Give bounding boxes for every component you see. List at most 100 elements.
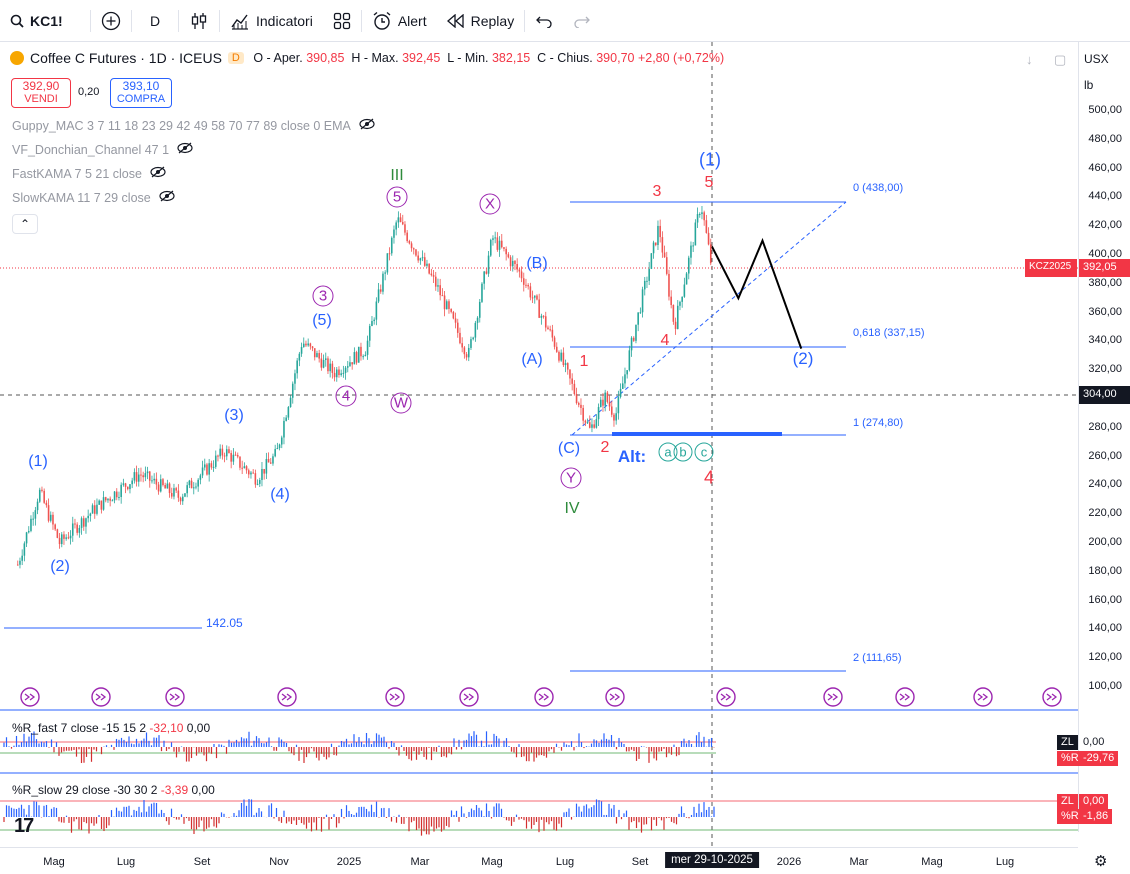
chart-type-button[interactable]: [179, 0, 219, 42]
open-value: 390,85: [306, 51, 345, 65]
sub1-r-tag: %R: [1057, 751, 1083, 766]
unit-selector[interactable]: lb: [1084, 78, 1094, 92]
undo-button[interactable]: [525, 0, 563, 42]
candle-body: [432, 275, 435, 277]
candle-body: [263, 468, 265, 474]
indicator-guppy[interactable]: Guppy_MAC 3 7 11 18 23 29 42 49 58 70 77…: [12, 118, 375, 133]
interval-button[interactable]: D: [132, 0, 178, 42]
candles-group: [16, 206, 712, 569]
candle-body: [696, 214, 699, 223]
redo-button[interactable]: [563, 0, 601, 42]
alt-label[interactable]: Alt:: [617, 447, 647, 466]
sell-button[interactable]: 392,90 VENDI: [11, 78, 71, 108]
wave-label[interactable]: 4: [660, 332, 670, 349]
candle-body: [23, 543, 26, 556]
chart-canvas[interactable]: [0, 42, 1078, 847]
candle-body: [54, 524, 56, 530]
wave-label[interactable]: (4): [270, 486, 290, 503]
wave-label[interactable]: (1): [28, 453, 48, 470]
candle-body: [199, 475, 202, 480]
wave-label[interactable]: (2): [50, 558, 70, 575]
collapse-legend-button[interactable]: ⌃: [12, 214, 38, 234]
symbol-tag: KCZ2025: [1025, 259, 1077, 277]
chart-area[interactable]: Coffee C Futures · 1D · ICEUS D O - Aper…: [0, 42, 1130, 874]
wave-circle-label[interactable]: c: [694, 442, 714, 462]
wave-label[interactable]: 4: [703, 467, 715, 488]
fib-label: 0 (438,00): [853, 182, 904, 194]
replay-button[interactable]: Replay: [437, 0, 525, 42]
wave-circle-label[interactable]: Y: [560, 467, 582, 489]
compare-button[interactable]: [91, 0, 131, 42]
wave-circle-label[interactable]: 3: [312, 285, 334, 307]
indicators-button[interactable]: Indicatori: [220, 0, 323, 42]
wave-label[interactable]: 2: [600, 439, 610, 456]
arrow-down-icon[interactable]: ↓: [1026, 52, 1033, 67]
candle-body: [360, 346, 362, 357]
candle-body: [630, 337, 633, 351]
indicator-donchian[interactable]: VF_Donchian_Channel 47 1: [12, 142, 193, 157]
candle-body: [43, 490, 45, 503]
indicator-slowkama[interactable]: SlowKAMA 11 7 29 close: [12, 190, 175, 205]
wave-circle-label[interactable]: W: [390, 392, 412, 414]
candle-body: [241, 467, 243, 469]
chart-legend[interactable]: Coffee C Futures · 1D · ICEUS D O - Aper…: [10, 50, 724, 66]
candle-body: [597, 407, 600, 420]
maximize-icon[interactable]: ▢: [1054, 52, 1067, 67]
candle-body: [247, 470, 250, 475]
wave-circle-label[interactable]: b: [673, 442, 693, 462]
layouts-button[interactable]: [323, 0, 361, 42]
projection-path[interactable]: [710, 237, 803, 349]
wave-label[interactable]: (1): [699, 149, 721, 170]
sub1-legend[interactable]: %R_fast 7 close -15 15 2 -32,10 0,00: [12, 721, 210, 735]
wave-label[interactable]: (B): [526, 255, 548, 272]
wave-label[interactable]: (3): [224, 407, 244, 424]
candle-body: [593, 424, 595, 428]
candle-body: [135, 472, 138, 482]
candle-body: [186, 485, 188, 494]
indicator-name: VF_Donchian_Channel 47 1: [12, 142, 170, 157]
candle-body: [487, 255, 490, 274]
time-axis[interactable]: Mag Lug Set Nov 2025 Mar Mag Lug Set 202…: [0, 847, 1078, 874]
eye-hidden-icon[interactable]: [177, 142, 193, 157]
wave-label[interactable]: (2): [792, 349, 814, 368]
wave-label[interactable]: (C): [557, 440, 581, 457]
wave-label[interactable]: 5: [704, 174, 714, 191]
candle-body: [419, 258, 422, 261]
buy-button[interactable]: 393,10 COMPRA: [110, 78, 172, 108]
wave-label[interactable]: 1: [579, 353, 589, 370]
alert-label: Alert: [397, 12, 427, 29]
settings-gear-icon[interactable]: ⚙: [1094, 853, 1108, 870]
candle-body: [60, 534, 63, 545]
forward-arrow-glyph: [609, 693, 621, 701]
candle-body: [692, 245, 694, 247]
price-axis[interactable]: USX lb 500,00 480,00 460,00 440,00 420,00 400…: [1025, 42, 1130, 832]
candle-body: [452, 311, 455, 319]
sub2-zl-value: 0,00: [1079, 794, 1109, 809]
currency-selector[interactable]: USX: [1084, 52, 1109, 66]
candle-body: [582, 407, 584, 421]
wave-label[interactable]: (5): [312, 312, 332, 329]
price-axis-label: 480,00: [1088, 132, 1122, 145]
wave-circle-label[interactable]: 5: [386, 186, 408, 208]
candle-body: [36, 501, 39, 511]
candle-body: [272, 456, 274, 464]
trendline[interactable]: [571, 201, 847, 436]
eye-hidden-icon[interactable]: [150, 166, 166, 181]
wave-circle-label[interactable]: X: [479, 193, 501, 215]
wave-label[interactable]: III: [390, 167, 404, 184]
time-label: Lug: [555, 856, 575, 868]
eye-hidden-icon[interactable]: [359, 118, 375, 133]
wave-label[interactable]: 3: [652, 183, 662, 200]
indicator-fastkama[interactable]: FastKAMA 7 5 21 close: [12, 166, 166, 181]
forward-arrow-glyph: [24, 693, 36, 701]
eye-hidden-icon[interactable]: [159, 190, 175, 205]
search-icon: [10, 14, 24, 28]
wave-label[interactable]: IV: [564, 500, 580, 517]
wave-label[interactable]: (A): [521, 351, 543, 368]
alert-button[interactable]: Alert: [362, 0, 437, 42]
wave-circle-label[interactable]: 4: [335, 385, 357, 407]
sub2-legend[interactable]: %R_slow 29 close -30 30 2 -3,39 0,00: [12, 783, 215, 797]
symbol-search[interactable]: KC1!: [0, 0, 90, 42]
candle-body: [291, 383, 294, 398]
candle-body: [113, 491, 116, 501]
